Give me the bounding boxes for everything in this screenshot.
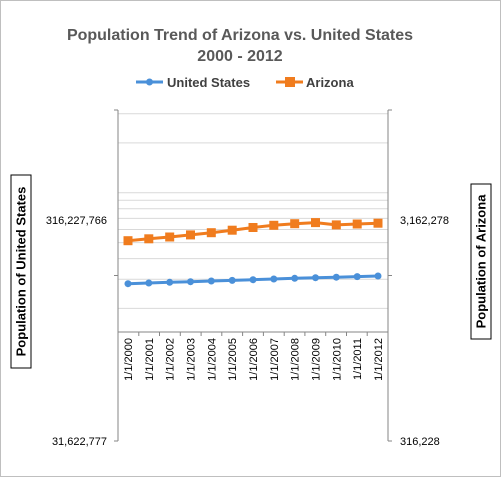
- data-point-arizona: [373, 218, 383, 228]
- x-tick-label: 1/1/2004: [206, 338, 218, 381]
- x-tick-label: 1/1/2000: [123, 338, 135, 381]
- x-tick-label: 1/1/2012: [373, 338, 385, 381]
- data-point-arizona: [123, 236, 133, 246]
- data-point-arizona: [227, 225, 237, 235]
- x-tick-label: 1/1/2011: [352, 338, 364, 380]
- data-point-arizona: [186, 230, 195, 240]
- chart-title-line-1: Population Trend of Arizona vs. United S…: [67, 27, 413, 44]
- x-tick-label: 1/1/2002: [165, 338, 177, 381]
- y-left-tick-label: 316,227,766: [46, 215, 107, 227]
- data-point-united-states: [332, 273, 340, 281]
- y-left-title-box: Population of United States: [10, 174, 32, 369]
- data-point-arizona: [165, 232, 175, 242]
- data-point-arizona: [352, 219, 362, 229]
- y-right-axis-title: Population of Arizona: [474, 194, 489, 329]
- y-left-axis-title: Population of United States: [14, 187, 29, 357]
- x-tick-label: 1/1/2007: [269, 338, 281, 381]
- y-right-title-box: Population of Arizona: [470, 183, 492, 340]
- data-point-arizona: [206, 228, 216, 238]
- data-point-arizona: [290, 219, 300, 229]
- y-left-tick-label: 31,622,777: [52, 436, 107, 448]
- data-point-arizona: [144, 234, 154, 244]
- data-point-united-states: [166, 278, 174, 286]
- data-point-united-states: [270, 275, 278, 283]
- data-point-united-states: [312, 274, 319, 282]
- data-point-arizona: [311, 218, 320, 228]
- x-tick-labels: 1/1/2000 1/1/2001 1/1/2002 1/1/2003 1/1/2004…: [123, 338, 385, 381]
- data-point-united-states: [145, 279, 153, 287]
- gridlines: [118, 113, 388, 309]
- x-tick-label: 1/1/2003: [186, 338, 198, 381]
- data-point-united-states: [228, 276, 236, 284]
- x-tick-label: 1/1/2001: [144, 338, 156, 381]
- y-right-tick-label: 316,228: [400, 436, 440, 448]
- legend-marker-arizona: [285, 77, 295, 87]
- data-point-united-states: [187, 278, 194, 286]
- x-tick-label: 1/1/2009: [311, 338, 323, 381]
- x-tick-label: 1/1/2010: [331, 338, 343, 381]
- data-point-united-states: [207, 277, 215, 285]
- data-point-united-states: [249, 276, 257, 284]
- x-tick-label: 1/1/2005: [227, 338, 239, 381]
- data-point-arizona: [269, 220, 279, 230]
- legend-label-arizona: Arizona: [306, 75, 354, 90]
- y-right-tick-label: 3,162,278: [400, 215, 449, 227]
- legend-marker-united-states: [146, 78, 153, 86]
- axes: [114, 109, 392, 442]
- chart-title-line-2: 2000 - 2012: [197, 48, 283, 65]
- legend-label-united-states: United States: [167, 75, 250, 90]
- legend: United States Arizona: [136, 75, 354, 90]
- series-markers: [123, 218, 383, 288]
- data-point-united-states: [374, 272, 382, 280]
- data-point-arizona: [331, 220, 341, 230]
- data-point-united-states: [291, 274, 299, 282]
- data-point-united-states: [353, 273, 361, 281]
- data-point-arizona: [248, 223, 258, 232]
- data-point-united-states: [124, 280, 132, 288]
- x-tick-label: 1/1/2006: [248, 338, 260, 381]
- x-tick-label: 1/1/2008: [290, 338, 302, 381]
